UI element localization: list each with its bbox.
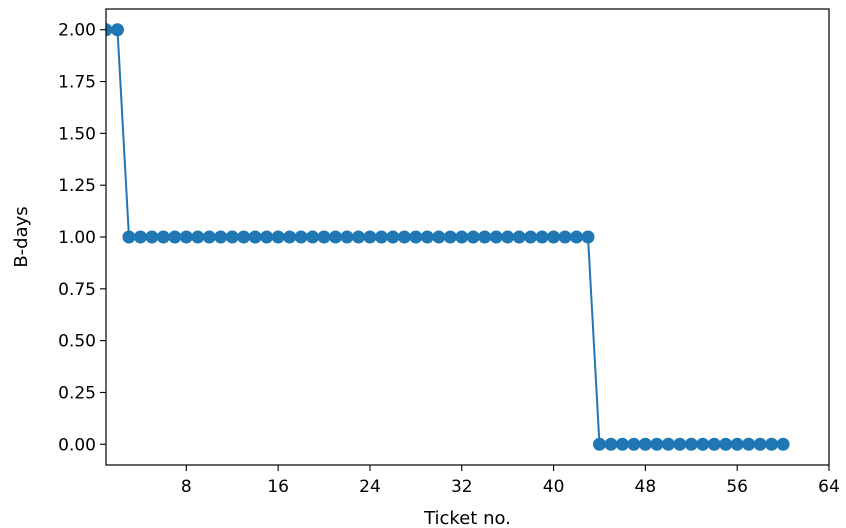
y-tick-label: 1.25 bbox=[58, 176, 96, 196]
y-axis-label: B-days bbox=[11, 206, 32, 267]
data-point bbox=[294, 230, 308, 244]
data-point bbox=[317, 230, 331, 244]
data-point bbox=[374, 230, 388, 244]
data-point bbox=[753, 437, 767, 451]
data-point bbox=[432, 230, 446, 244]
data-point bbox=[730, 437, 744, 451]
y-tick-label: 0.00 bbox=[58, 435, 96, 455]
data-point bbox=[168, 230, 182, 244]
y-tick-label: 0.50 bbox=[58, 332, 96, 352]
data-point bbox=[604, 437, 618, 451]
y-axis-ticks: 0.00 0.25 0.50 0.75 1.00 1.25 1.50 1.75 2.00 bbox=[58, 21, 106, 455]
data-point bbox=[145, 230, 159, 244]
data-point bbox=[684, 437, 698, 451]
y-tick-label: 0.25 bbox=[58, 383, 96, 403]
x-tick-label: 16 bbox=[267, 477, 289, 497]
data-point bbox=[202, 230, 216, 244]
data-point bbox=[225, 230, 239, 244]
data-point bbox=[248, 230, 262, 244]
data-point bbox=[214, 230, 228, 244]
data-point bbox=[696, 437, 710, 451]
data-point bbox=[615, 437, 629, 451]
data-point bbox=[547, 230, 561, 244]
data-point bbox=[478, 230, 492, 244]
data-point bbox=[581, 230, 595, 244]
data-point bbox=[524, 230, 538, 244]
data-point bbox=[271, 230, 285, 244]
data-point bbox=[673, 437, 687, 451]
data-point bbox=[363, 230, 377, 244]
data-point bbox=[501, 230, 515, 244]
data-point bbox=[156, 230, 170, 244]
data-point bbox=[535, 230, 549, 244]
data-point bbox=[179, 230, 193, 244]
data-point bbox=[719, 437, 733, 451]
data-point bbox=[570, 230, 584, 244]
x-tick-label: 48 bbox=[635, 477, 657, 497]
data-point bbox=[776, 437, 790, 451]
y-tick-label: 1.50 bbox=[58, 124, 96, 144]
data-point bbox=[351, 230, 365, 244]
data-point bbox=[409, 230, 423, 244]
series-group bbox=[106, 23, 790, 451]
data-point bbox=[340, 230, 354, 244]
x-axis-ticks: 8 16 24 32 40 48 56 64 bbox=[181, 465, 840, 497]
data-point bbox=[329, 230, 343, 244]
x-tick-label: 24 bbox=[359, 477, 381, 497]
data-point bbox=[260, 230, 274, 244]
data-point bbox=[443, 230, 457, 244]
plot-area bbox=[106, 23, 790, 451]
y-tick-label: 2.00 bbox=[58, 21, 96, 41]
data-point bbox=[122, 230, 136, 244]
x-tick-label: 8 bbox=[181, 477, 192, 497]
data-point bbox=[742, 437, 756, 451]
data-point bbox=[661, 437, 675, 451]
data-point bbox=[512, 230, 526, 244]
x-axis-label: Ticket no. bbox=[423, 508, 511, 528]
data-point bbox=[306, 230, 320, 244]
data-point bbox=[386, 230, 400, 244]
data-point bbox=[627, 437, 641, 451]
x-tick-label: 56 bbox=[726, 477, 748, 497]
data-point bbox=[455, 230, 469, 244]
data-point bbox=[283, 230, 297, 244]
data-point bbox=[650, 437, 664, 451]
data-point bbox=[420, 230, 434, 244]
data-point bbox=[489, 230, 503, 244]
data-point bbox=[397, 230, 411, 244]
y-tick-label: 1.75 bbox=[58, 73, 96, 93]
data-point bbox=[110, 23, 124, 37]
y-tick-label: 1.00 bbox=[58, 228, 96, 248]
data-point bbox=[466, 230, 480, 244]
data-point bbox=[133, 230, 147, 244]
data-point bbox=[638, 437, 652, 451]
data-point bbox=[237, 230, 251, 244]
x-tick-label: 64 bbox=[818, 477, 840, 497]
y-tick-label: 0.75 bbox=[58, 280, 96, 300]
data-point bbox=[592, 437, 606, 451]
data-point bbox=[707, 437, 721, 451]
data-point bbox=[558, 230, 572, 244]
data-point bbox=[106, 23, 113, 37]
data-point bbox=[765, 437, 779, 451]
x-tick-label: 32 bbox=[451, 477, 473, 497]
x-tick-label: 40 bbox=[543, 477, 565, 497]
data-point bbox=[191, 230, 205, 244]
